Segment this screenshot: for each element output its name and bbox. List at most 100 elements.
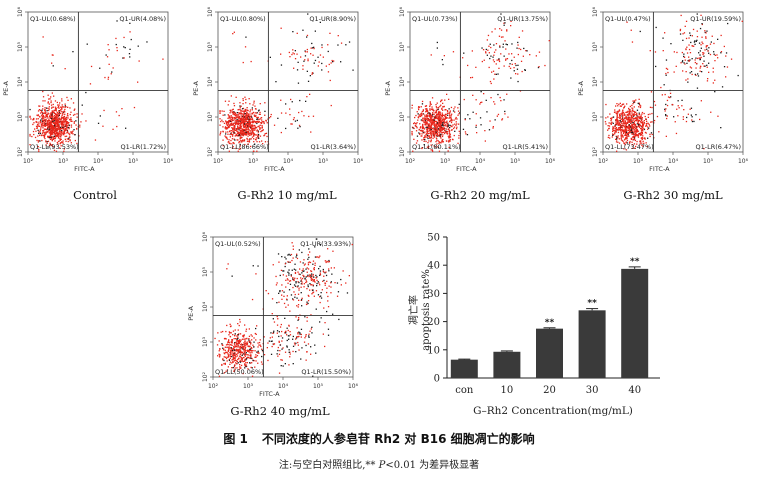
quadrant-lr-label: Q1-LR(5.41%) xyxy=(503,143,548,151)
figure-caption: 图 1 不同浓度的人参皂苷 Rh2 对 B16 细胞凋亡的影响 xyxy=(0,430,758,447)
plot-frame xyxy=(409,11,551,153)
x-tick-label: 30 xyxy=(586,385,599,396)
significance-marker: ** xyxy=(587,299,597,309)
note-suffix: <0.01 为差异极显著 xyxy=(385,460,480,471)
panel-caption-control: Control xyxy=(73,188,117,202)
chart-ylabel-en: apoptosis rate% xyxy=(421,269,432,351)
panel-caption-rh2-10: G-Rh2 10 mg/mL xyxy=(237,188,337,202)
x-tick-label: 10⁶ xyxy=(353,158,364,165)
flow-panel-rh2-40: Q1-UL(0.52%) Q1-UR(33.93%) Q1-LL(50.06%) Q1… xyxy=(185,225,365,415)
y-tick-label: 10⁵ xyxy=(202,266,209,277)
x-axis-label: FITC-A xyxy=(74,165,95,173)
x-tick-label: 10³ xyxy=(248,158,259,165)
chart-ylabel-cn: 凋亡率 xyxy=(407,295,420,325)
bar-con xyxy=(450,359,478,378)
bar-40 xyxy=(621,268,649,378)
x-tick-label: 10⁴ xyxy=(283,158,294,165)
y-tick-label: 10⁵ xyxy=(207,41,214,52)
y-tick-label: 10⁴ xyxy=(399,76,406,87)
dot-cloud xyxy=(219,13,354,152)
quadrant-ul-label: Q1-UL(0.52%) xyxy=(215,240,261,248)
x-tick-label: 10² xyxy=(208,383,219,390)
x-tick-label: 10³ xyxy=(58,158,69,165)
quadrant-ur-label: Q1-UR(8.90%) xyxy=(309,15,356,23)
flow-plot-svg: Q1-UL(0.52%) Q1-UR(33.93%) Q1-LL(50.06%) Q1… xyxy=(187,231,359,398)
quadrant-ul-label: Q1-UL(0.80%) xyxy=(220,15,266,23)
y-tick-label: 10⁴ xyxy=(207,76,214,87)
quadrant-ur-label: Q1-UR(19.59%) xyxy=(690,15,741,23)
y-tick-label: 10⁶ xyxy=(17,6,24,17)
flow-plot-svg: Q1-UL(0.47%) Q1-UR(19.59%) Q1-LL(73.47%) Q1… xyxy=(577,6,749,173)
x-tick-label: 10⁵ xyxy=(703,158,714,165)
y-axis-label: PE-A xyxy=(192,81,200,96)
quadrant-lr-label: Q1-LR(1.72%) xyxy=(121,143,166,151)
x-tick-label: 10⁶ xyxy=(738,158,749,165)
quadrant-ur-label: Q1-UR(4.08%) xyxy=(119,15,166,23)
y-tick-label: 10² xyxy=(399,146,406,157)
flow-panel-rh2-30: Q1-UL(0.47%) Q1-UR(19.59%) Q1-LL(73.47%) Q1… xyxy=(575,0,755,190)
panel-caption-rh2-30: G-Rh2 30 mg/mL xyxy=(623,188,723,202)
quadrant-ll-label: Q1-LL(93.53%) xyxy=(30,143,79,151)
flow-panel-control: Q1-UL(0.68%) Q1-UR(4.08%) Q1-LL(93.53%) Q1-… xyxy=(0,0,180,190)
y-tick-label: 10⁴ xyxy=(592,76,599,87)
quadrant-lr-label: Q1-LR(6.47%) xyxy=(696,143,741,151)
x-tick-label: 40 xyxy=(628,385,641,396)
bar-chart-svg: 0 10 20 30 40 50 ** ** ** con 10 20 30 40 凋亡率 apopt… xyxy=(407,233,660,417)
y-tick-label: 10⁶ xyxy=(207,6,214,17)
quadrant-lr-label: Q1-LR(15.50%) xyxy=(301,368,351,376)
y-tick-label: 10 xyxy=(427,345,440,356)
y-tick-label: 10³ xyxy=(17,111,24,122)
y-tick-label: 10³ xyxy=(592,111,599,122)
x-tick-label: 10² xyxy=(23,158,34,165)
dot-cloud xyxy=(411,13,550,152)
x-tick-label: 10 xyxy=(501,385,514,396)
x-axis-label: FITC-A xyxy=(456,165,477,173)
panel-caption-rh2-20: G-Rh2 20 mg/mL xyxy=(430,188,530,202)
x-tick-label: 10³ xyxy=(243,383,254,390)
bar-10 xyxy=(493,351,521,378)
note-prefix: 注:与空白对照组比,** xyxy=(278,460,379,471)
y-tick-label: 50 xyxy=(427,233,440,244)
significance-marker: ** xyxy=(545,318,555,328)
x-tick-label: 10⁴ xyxy=(278,383,289,390)
quadrant-ul-label: Q1-UL(0.47%) xyxy=(605,15,651,23)
quadrant-lr-label: Q1-LR(3.64%) xyxy=(311,143,356,151)
flow-panel-rh2-20: Q1-UL(0.73%) Q1-UR(13.75%) Q1-LL(80.11%) Q1… xyxy=(382,0,562,190)
x-axis-label: FITC-A xyxy=(259,390,280,398)
x-tick-label: 10⁶ xyxy=(348,383,359,390)
x-tick-label: 10² xyxy=(405,158,416,165)
y-tick-label: 10² xyxy=(202,371,209,382)
y-tick-label: 10⁵ xyxy=(17,41,24,52)
flow-plot-svg: Q1-UL(0.73%) Q1-UR(13.75%) Q1-LL(80.11%) Q1… xyxy=(384,6,556,173)
y-axis-label: PE-A xyxy=(2,81,10,96)
y-tick-label: 10³ xyxy=(207,111,214,122)
x-tick-label: 10⁴ xyxy=(668,158,679,165)
x-tick-label: 10² xyxy=(213,158,224,165)
quadrant-ur-label: Q1-UR(33.93%) xyxy=(300,240,351,248)
quadrant-ul-label: Q1-UL(0.68%) xyxy=(30,15,76,23)
apoptosis-bar-chart: 0 10 20 30 40 50 ** ** ** con 10 20 30 40 凋亡率 apopt… xyxy=(395,225,695,425)
y-tick-label: 20 xyxy=(427,317,440,328)
y-tick-label: 10⁶ xyxy=(202,231,209,242)
y-tick-label: 10² xyxy=(592,146,599,157)
y-tick-label: 30 xyxy=(427,289,440,300)
x-tick-label: 10³ xyxy=(633,158,644,165)
y-tick-label: 10⁵ xyxy=(592,41,599,52)
note-p: P xyxy=(378,460,386,471)
x-tick-label: con xyxy=(455,385,474,396)
x-tick-label: 10⁶ xyxy=(163,158,174,165)
x-tick-label: 10⁵ xyxy=(313,383,324,390)
x-tick-label: 20 xyxy=(543,385,556,396)
x-tick-label: 10² xyxy=(598,158,609,165)
y-tick-label: 10³ xyxy=(399,111,406,122)
quadrant-ur-label: Q1-UR(13.75%) xyxy=(497,15,548,23)
bar-20 xyxy=(536,328,563,378)
x-axis-label: FITC-A xyxy=(649,165,670,173)
quadrant-ll-label: Q1-LL(73.47%) xyxy=(605,143,654,151)
y-tick-label: 0 xyxy=(434,374,440,385)
dot-cloud xyxy=(214,238,353,377)
flow-plot-svg: Q1-UL(0.68%) Q1-UR(4.08%) Q1-LL(93.53%) Q1-… xyxy=(2,6,174,173)
x-tick-label: 10⁵ xyxy=(128,158,139,165)
y-axis-label: PE-A xyxy=(384,81,392,96)
y-tick-label: 10⁵ xyxy=(399,41,406,52)
